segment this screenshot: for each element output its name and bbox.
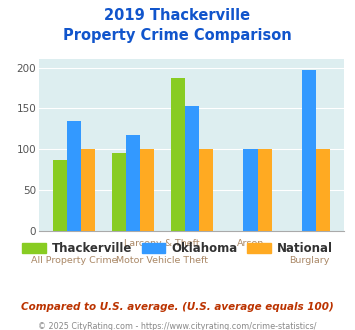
Text: Property Crime Comparison: Property Crime Comparison: [63, 28, 292, 43]
Bar: [53, 160, 67, 231]
Text: All Property Crime: All Property Crime: [31, 256, 118, 265]
Bar: [67, 121, 81, 231]
Bar: [258, 149, 272, 231]
Bar: [81, 149, 95, 231]
Text: Burglary: Burglary: [289, 256, 329, 265]
Text: Motor Vehicle Theft: Motor Vehicle Theft: [116, 256, 208, 265]
Bar: [244, 149, 258, 231]
Bar: [302, 70, 316, 231]
Bar: [170, 78, 185, 231]
Text: 2019 Thackerville: 2019 Thackerville: [104, 8, 251, 23]
Text: Larceny & Theft: Larceny & Theft: [125, 239, 200, 248]
Text: © 2025 CityRating.com - https://www.cityrating.com/crime-statistics/: © 2025 CityRating.com - https://www.city…: [38, 322, 317, 330]
Bar: [185, 106, 199, 231]
Bar: [140, 149, 154, 231]
Text: Arson: Arson: [237, 239, 264, 248]
Bar: [316, 149, 331, 231]
Bar: [112, 153, 126, 231]
Bar: [126, 135, 140, 231]
Bar: [199, 149, 213, 231]
Text: Compared to U.S. average. (U.S. average equals 100): Compared to U.S. average. (U.S. average …: [21, 302, 334, 312]
Legend: Thackerville, Oklahoma, National: Thackerville, Oklahoma, National: [18, 237, 337, 260]
